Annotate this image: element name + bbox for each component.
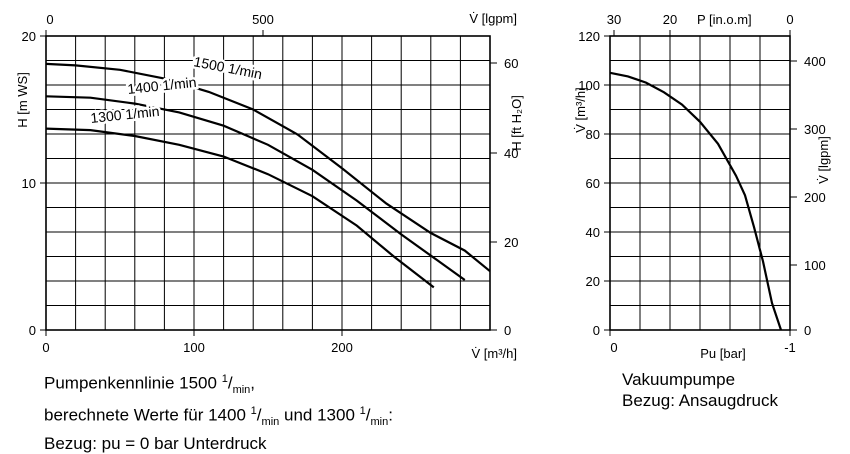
top-tick-label: 20 (663, 12, 677, 27)
x-axis-title: Pu [bar] (700, 346, 746, 361)
y-tick-label: 120 (578, 29, 600, 44)
top-tick-label: 500 (252, 12, 274, 27)
series-line (45, 95, 466, 281)
x-tick-label: 200 (331, 340, 353, 355)
series-label: 1400 1/min (127, 74, 198, 97)
y-secondary-axis-title: V̇ [lgpm] (816, 136, 831, 184)
x-tick-label: 0 (42, 340, 49, 355)
pump-caption-line3: Bezug: pu = 0 bar Unterdruck (44, 434, 267, 454)
x-secondary-axis-title: V̇ [lgpm] (469, 11, 517, 26)
x-tick-label: -1 (784, 340, 796, 355)
right-tick-label: 0 (504, 323, 511, 338)
right-tick-label: 40 (504, 146, 518, 161)
right-tick-label: 0 (804, 323, 811, 338)
right-tick-label: 300 (804, 122, 826, 137)
y-axis-title: V̇ [m³/h] (573, 87, 588, 133)
right-tick-label: 400 (804, 54, 826, 69)
x-secondary-axis-title: P [in.o.m] (697, 12, 752, 27)
y-axis-title: H [m WS] (15, 72, 30, 128)
vacuum-caption: Vakuumpumpe Bezug: Ansaugdruck (622, 369, 778, 411)
y-secondary-axis-title: H [ft H₂O] (509, 95, 524, 151)
y-tick-label: 20 (586, 274, 600, 289)
y-tick-label: 20 (22, 29, 36, 44)
right-tick-label: 200 (804, 190, 826, 205)
pump-caption: Pumpenkennlinie 1500 1/min, berechnete W… (44, 369, 393, 454)
top-tick-label: 0 (786, 12, 793, 27)
right-tick-label: 60 (504, 56, 518, 71)
y-tick-label: 100 (578, 78, 600, 93)
vacuum-caption-line1: Vakuumpumpe (622, 370, 736, 389)
series-label: 1300 1/min (90, 103, 161, 126)
y-tick-label: 60 (586, 176, 600, 191)
top-tick-label: 30 (607, 12, 621, 27)
series-line (45, 127, 435, 289)
pump-caption-line2: berechnete Werte für 1400 1/min und 1300… (44, 405, 393, 429)
right-tick-label: 20 (504, 235, 518, 250)
y-tick-label: 10 (22, 176, 36, 191)
x-axis-title: V̇ [m³/h] (471, 346, 517, 361)
right-tick-label: 100 (804, 258, 826, 273)
y-tick-label: 0 (29, 323, 36, 338)
x-tick-label: 100 (183, 340, 205, 355)
x-tick-label: 0 (610, 340, 617, 355)
top-tick-label: 0 (46, 12, 53, 27)
vacuum-caption-line2: Bezug: Ansaugdruck (622, 391, 778, 410)
pump-caption-line1: Pumpenkennlinie 1500 1/min, (44, 373, 256, 397)
y-tick-label: 40 (586, 225, 600, 240)
y-tick-label: 0 (593, 323, 600, 338)
y-tick-label: 80 (586, 127, 600, 142)
series-line (45, 62, 491, 273)
series-line (609, 71, 783, 331)
